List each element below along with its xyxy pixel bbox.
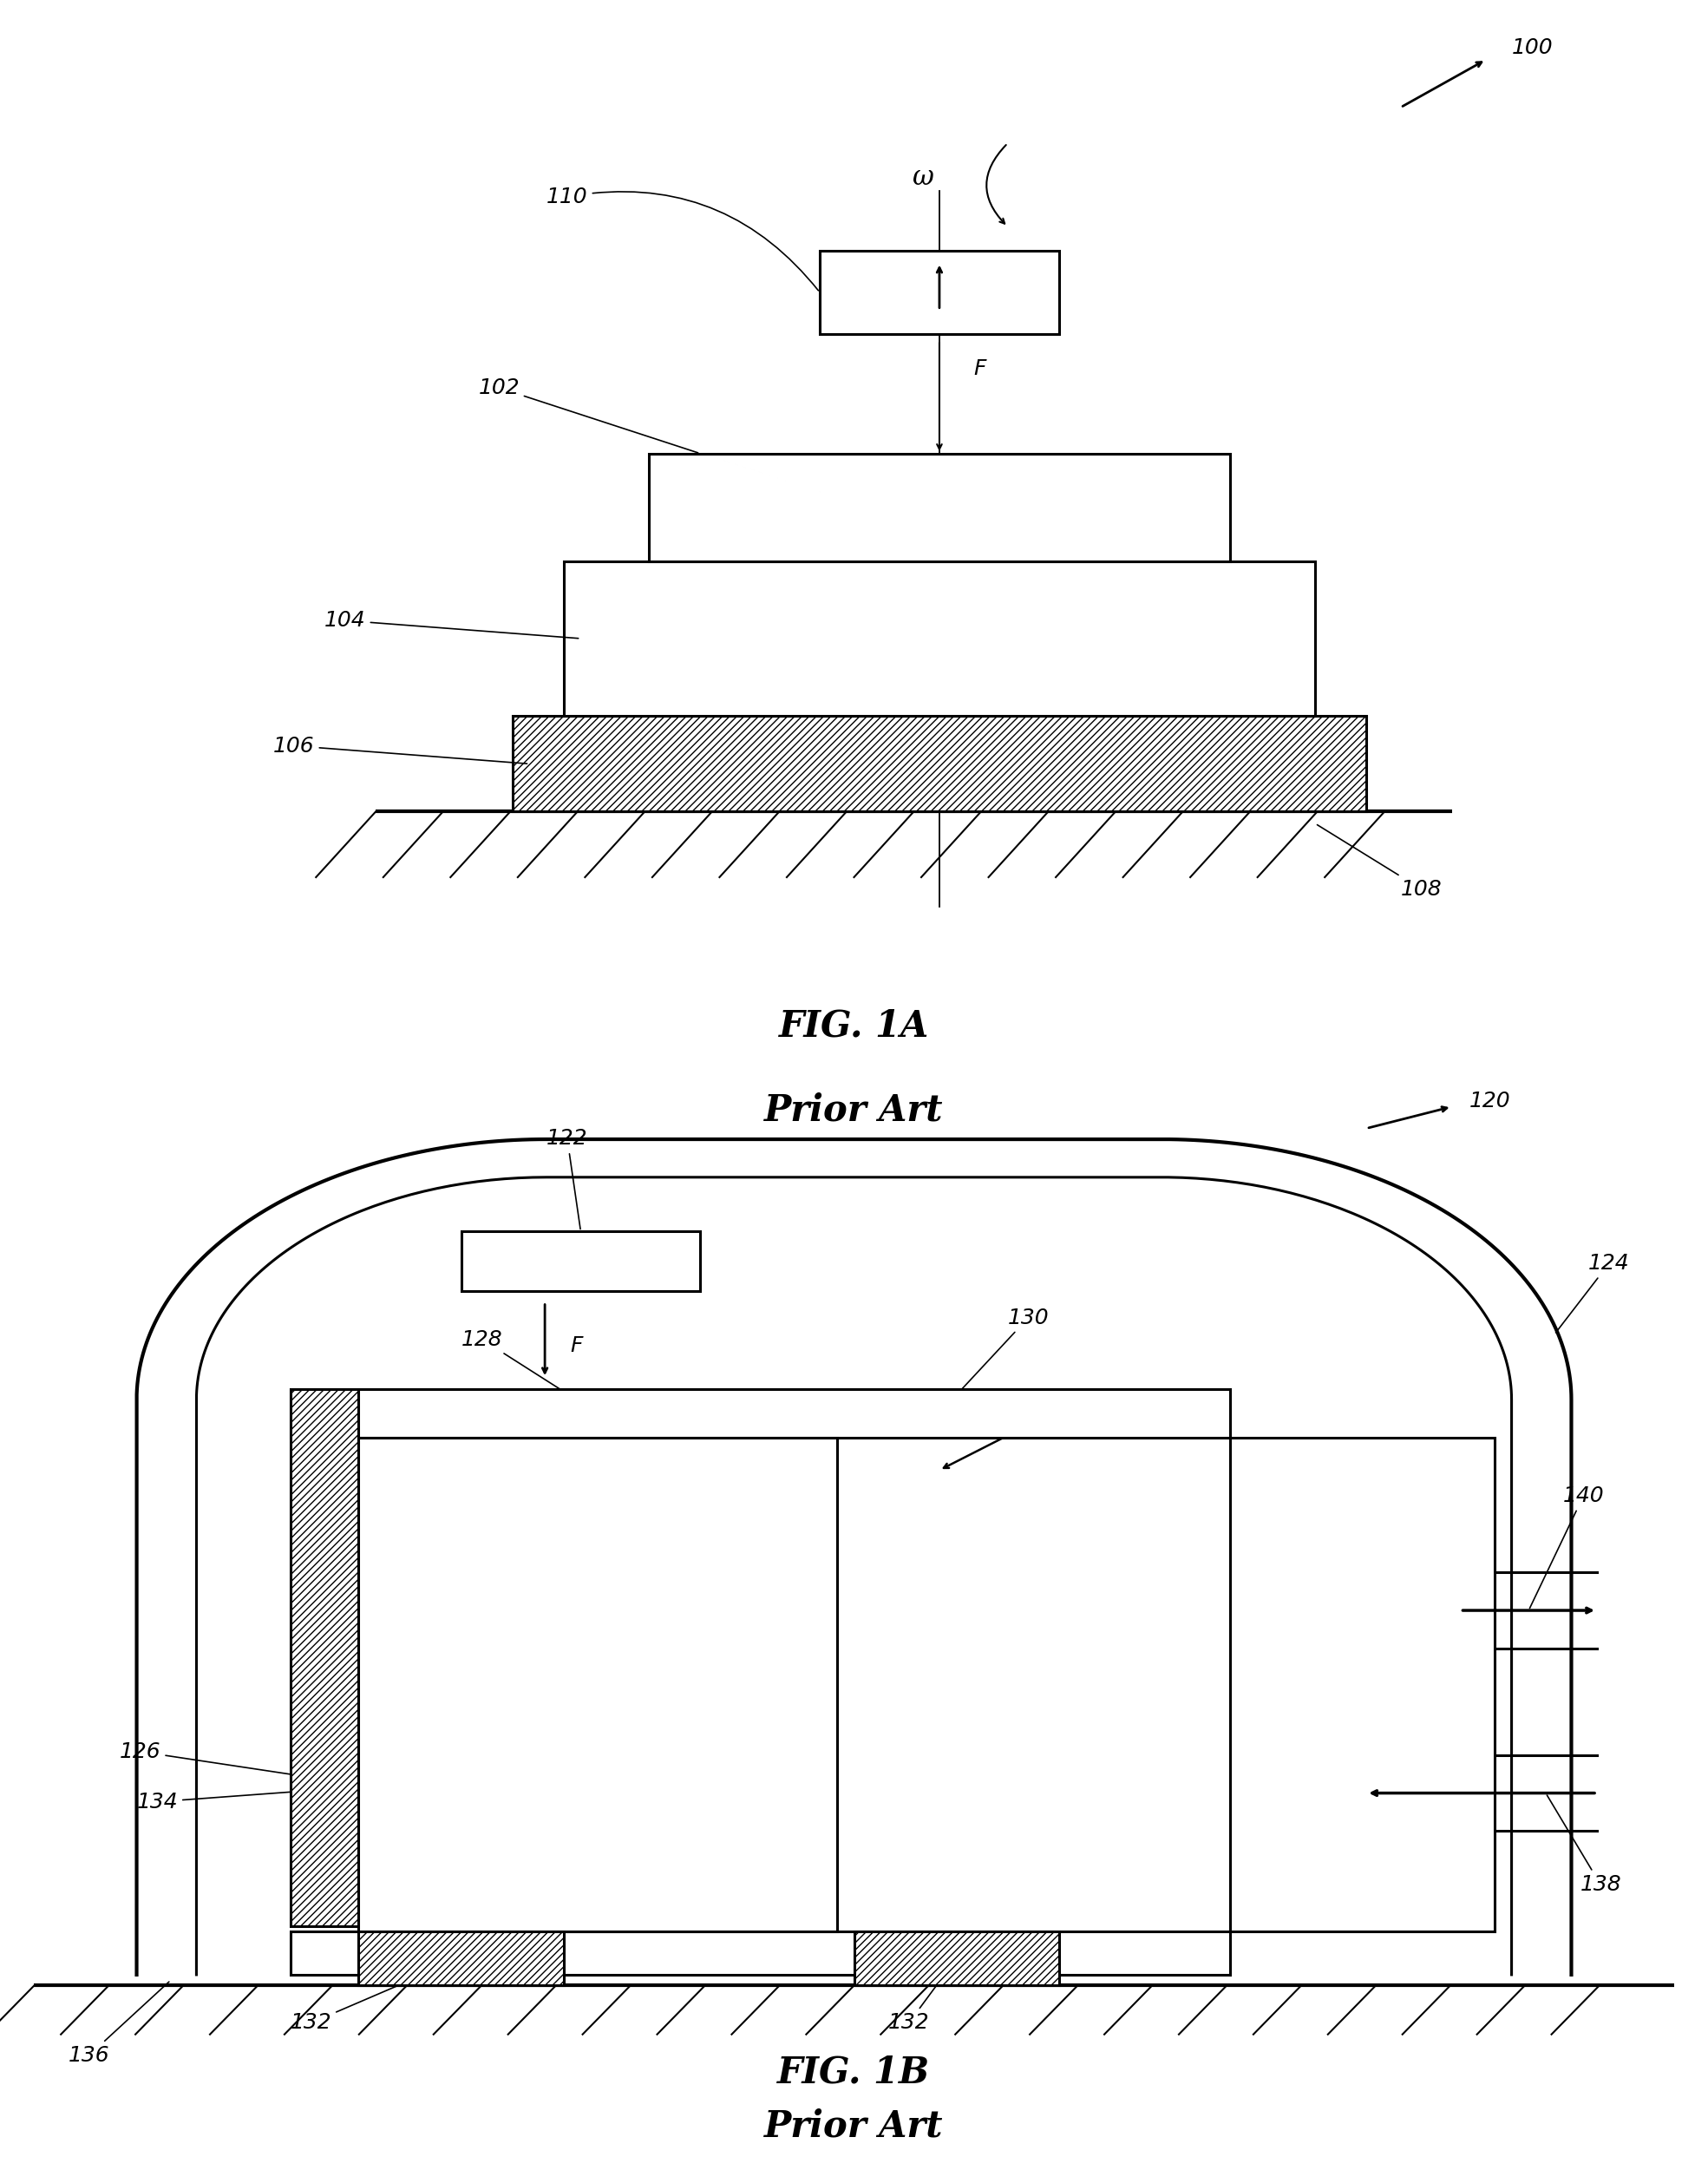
Bar [461, 1230, 700, 1291]
Text: F: F [570, 1335, 582, 1356]
Text: 122: 122 [547, 1128, 588, 1228]
Text: 124: 124 [1556, 1252, 1629, 1332]
Text: F: F [974, 358, 986, 380]
Bar [512, 716, 1366, 812]
Bar [290, 1931, 1230, 1975]
Bar [359, 1437, 837, 1931]
Text: 134: 134 [137, 1784, 408, 1812]
Text: 110: 110 [547, 187, 818, 291]
Text: 126: 126 [120, 1740, 323, 1779]
Bar [1230, 1437, 1494, 1931]
Bar [290, 1389, 359, 1927]
Text: FIG. 1B: FIG. 1B [777, 2055, 931, 2090]
Text: 104: 104 [325, 610, 579, 638]
Text: 102: 102 [478, 378, 699, 454]
Text: 120: 120 [1469, 1092, 1510, 1111]
Text: Prior Art: Prior Art [765, 1092, 943, 1128]
Bar [359, 1931, 564, 1986]
Bar [649, 454, 1230, 560]
Text: ω: ω [912, 165, 933, 191]
Bar [290, 1389, 1230, 1437]
Bar [564, 560, 1315, 716]
Text: 140: 140 [1530, 1486, 1604, 1608]
Text: 136: 136 [68, 1981, 169, 2066]
Text: 128: 128 [461, 1328, 596, 1413]
Text: 106: 106 [273, 736, 528, 764]
Text: 132: 132 [888, 1960, 955, 2033]
Bar [820, 250, 1059, 334]
Text: 100: 100 [1512, 37, 1553, 59]
Text: 138: 138 [1547, 1795, 1621, 1894]
Text: Prior Art: Prior Art [765, 2109, 943, 2144]
Text: 130: 130 [941, 1306, 1049, 1410]
Text: 108: 108 [1317, 825, 1442, 898]
Text: 132: 132 [290, 1960, 459, 2033]
Text: FIG. 1A: FIG. 1A [779, 1009, 929, 1044]
Bar [854, 1931, 1059, 1986]
